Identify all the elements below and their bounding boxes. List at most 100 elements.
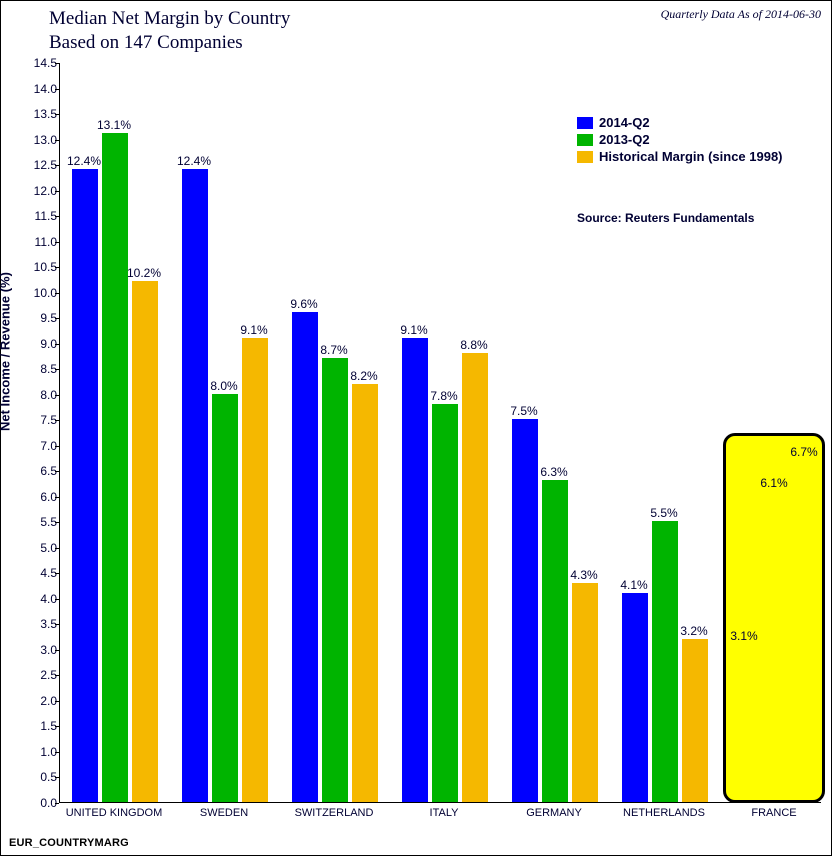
bar-value-label: 4.3%	[570, 568, 597, 582]
bar	[102, 133, 128, 802]
y-tick-label: 10.5	[27, 260, 57, 274]
y-tick-mark	[55, 522, 59, 523]
y-tick-mark	[55, 267, 59, 268]
y-tick-label: 6.5	[27, 464, 57, 478]
y-tick-label: 5.0	[27, 541, 57, 555]
bar	[402, 338, 428, 802]
y-tick-label: 10.0	[27, 286, 57, 300]
y-tick-mark	[55, 395, 59, 396]
y-tick-label: 1.5	[27, 719, 57, 733]
bar	[242, 338, 268, 802]
bar-value-label: 9.1%	[400, 323, 427, 337]
x-tick-label: SWEDEN	[200, 807, 248, 819]
y-tick-mark	[55, 752, 59, 753]
title-line-2: Based on 147 Companies	[49, 31, 290, 55]
bar	[572, 583, 598, 802]
bar-value-label: 7.8%	[430, 389, 457, 403]
y-tick-mark	[55, 599, 59, 600]
bar-value-label: 13.1%	[97, 118, 131, 132]
y-tick-mark	[55, 165, 59, 166]
x-tick-label: GERMANY	[526, 807, 582, 819]
y-tick-mark	[55, 777, 59, 778]
y-tick-label: 3.5	[27, 617, 57, 631]
bar-value-label: 3.2%	[680, 624, 707, 638]
y-tick-label: 14.0	[27, 82, 57, 96]
y-tick-label: 2.0	[27, 694, 57, 708]
y-tick-mark	[55, 63, 59, 64]
y-tick-mark	[55, 675, 59, 676]
bar-value-label: 12.4%	[67, 154, 101, 168]
y-tick-label: 7.0	[27, 439, 57, 453]
bar-value-label: 8.2%	[350, 369, 377, 383]
y-tick-mark	[55, 191, 59, 192]
bar	[542, 480, 568, 802]
bar	[212, 394, 238, 802]
y-axis-label: Net Income / Revenue (%)	[0, 272, 13, 431]
y-tick-label: 12.5	[27, 158, 57, 172]
bar	[352, 384, 378, 802]
bar	[432, 404, 458, 802]
bar-value-label: 9.1%	[240, 323, 267, 337]
bar-value-label: 12.4%	[177, 154, 211, 168]
y-tick-label: 11.5	[27, 209, 57, 223]
y-tick-label: 2.5	[27, 668, 57, 682]
y-tick-mark	[55, 420, 59, 421]
chart-container: Median Net Margin by Country Based on 14…	[0, 0, 832, 856]
bar-value-label: 7.5%	[510, 404, 537, 418]
y-tick-label: 0.0	[27, 796, 57, 810]
y-tick-mark	[55, 369, 59, 370]
y-tick-mark	[55, 344, 59, 345]
title-block: Median Net Margin by Country Based on 14…	[49, 7, 290, 55]
bar-value-label: 10.2%	[127, 266, 161, 280]
bar	[622, 593, 648, 802]
y-tick-label: 8.5	[27, 362, 57, 376]
y-tick-label: 12.0	[27, 184, 57, 198]
y-tick-label: 9.0	[27, 337, 57, 351]
y-tick-mark	[55, 114, 59, 115]
y-tick-label: 14.5	[27, 56, 57, 70]
y-tick-mark	[55, 140, 59, 141]
bar-value-label: 6.1%	[760, 476, 787, 490]
y-tick-mark	[55, 650, 59, 651]
bar-value-label: 6.7%	[790, 445, 817, 459]
bar-value-label: 8.7%	[320, 343, 347, 357]
bar-value-label: 3.1%	[730, 629, 757, 643]
y-tick-mark	[55, 318, 59, 319]
bar-value-label: 4.1%	[620, 578, 647, 592]
y-tick-mark	[55, 497, 59, 498]
bar	[292, 312, 318, 802]
bar	[512, 419, 538, 802]
y-tick-label: 13.0	[27, 133, 57, 147]
x-tick-label: UNITED KINGDOM	[66, 807, 163, 819]
y-tick-mark	[55, 471, 59, 472]
bar	[72, 169, 98, 802]
bar-value-label: 5.5%	[650, 506, 677, 520]
y-tick-mark	[55, 726, 59, 727]
y-tick-label: 7.5	[27, 413, 57, 427]
bar	[322, 358, 348, 802]
bar	[182, 169, 208, 802]
y-tick-label: 4.0	[27, 592, 57, 606]
y-tick-mark	[55, 242, 59, 243]
y-tick-mark	[55, 624, 59, 625]
plot-area	[59, 63, 821, 803]
x-tick-label: ITALY	[430, 807, 459, 819]
y-tick-mark	[55, 446, 59, 447]
bar-value-label: 9.6%	[290, 297, 317, 311]
y-tick-label: 11.0	[27, 235, 57, 249]
y-tick-mark	[55, 89, 59, 90]
bar-value-label: 6.3%	[540, 465, 567, 479]
y-tick-mark	[55, 573, 59, 574]
y-tick-label: 3.0	[27, 643, 57, 657]
y-tick-mark	[55, 803, 59, 804]
bar-value-label: 8.0%	[210, 379, 237, 393]
y-tick-label: 4.5	[27, 566, 57, 580]
bar	[652, 521, 678, 802]
date-note: Quarterly Data As of 2014-06-30	[661, 7, 821, 22]
y-tick-label: 13.5	[27, 107, 57, 121]
bar	[682, 639, 708, 802]
y-tick-mark	[55, 701, 59, 702]
bar-value-label: 8.8%	[460, 338, 487, 352]
y-tick-label: 6.0	[27, 490, 57, 504]
y-tick-mark	[55, 548, 59, 549]
